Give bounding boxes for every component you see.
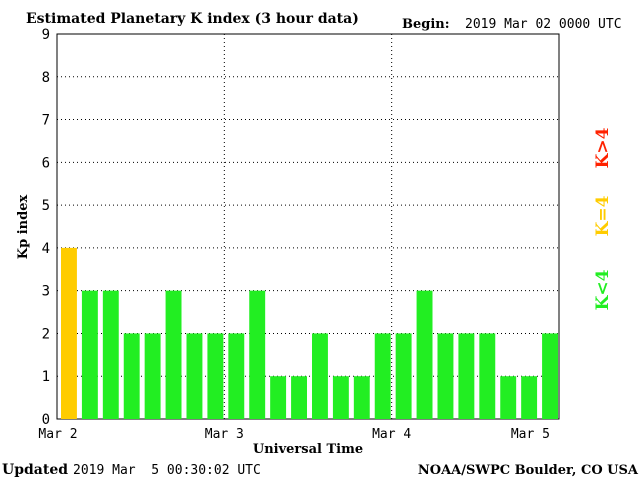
begin-value: 2019 Mar 02 0000 UTC: [465, 17, 622, 32]
y-tick-label: 7: [42, 113, 50, 129]
y-axis-label: Kp index: [16, 195, 31, 260]
grid-lines: [57, 34, 559, 419]
bar-series: [61, 247, 558, 419]
kp-bar: [312, 333, 328, 419]
kp-bar: [374, 333, 391, 419]
kp-bar: [291, 376, 307, 419]
y-tick-label: 0: [42, 412, 50, 428]
kp-bar: [228, 333, 245, 419]
y-tick-label: 5: [42, 198, 50, 214]
kp-bar: [479, 333, 496, 419]
kp-bar: [144, 333, 161, 419]
source-credit: NOAA/SWPC Boulder, CO USA: [418, 463, 639, 478]
legend-low-label: K<4: [593, 269, 613, 310]
plot-frame: [56, 33, 560, 420]
begin-label: Begin:: [402, 17, 450, 32]
kp-bar: [165, 290, 182, 419]
kp-bar: [416, 290, 433, 419]
legend-mid-label: K=4: [593, 195, 613, 236]
x-tick-label: Mar 2: [38, 427, 77, 442]
kp-bar: [332, 376, 349, 419]
x-tick-labels: Mar 2 Mar 3 Mar 4 Mar 5: [38, 427, 550, 442]
kp-bar: [102, 290, 119, 419]
kp-bar: [270, 376, 287, 419]
kp-bar: [395, 333, 412, 419]
kp-bar: [61, 247, 77, 419]
x-tick-label: Mar 4: [372, 427, 411, 442]
kp-bar: [542, 333, 558, 419]
y-tick-label: 9: [42, 27, 50, 43]
y-tick-label: 4: [42, 241, 50, 257]
y-tick-label: 1: [42, 369, 50, 385]
y-tick-label: 2: [42, 326, 50, 342]
kp-bar: [458, 333, 475, 419]
kp-bar: [437, 333, 454, 419]
kp-bar: [123, 333, 140, 419]
y-tick-label: 8: [42, 70, 50, 86]
kp-bar: [81, 290, 98, 419]
chart-title: Estimated Planetary K index (3 hour data…: [26, 11, 359, 27]
kp-bar: [186, 333, 203, 419]
x-tick-label: Mar 3: [205, 427, 244, 442]
kp-bar: [500, 376, 517, 419]
x-axis-label: Universal Time: [253, 442, 363, 457]
updated-value: 2019 Mar 5 00:30:02 UTC: [73, 463, 261, 478]
y-tick-label: 3: [42, 284, 50, 300]
kp-bar: [249, 290, 266, 419]
y-tick-label: 6: [42, 155, 50, 171]
legend-high-label: K>4: [593, 127, 613, 168]
kp-bar: [353, 376, 370, 419]
kp-bar: [521, 376, 538, 419]
kp-bar: [207, 333, 224, 419]
y-tick-labels: 0 1 2 3 4 5 6 7 8 9: [42, 27, 50, 428]
x-tick-label: Mar 5: [511, 427, 550, 442]
updated-label: Updated: [2, 462, 68, 478]
